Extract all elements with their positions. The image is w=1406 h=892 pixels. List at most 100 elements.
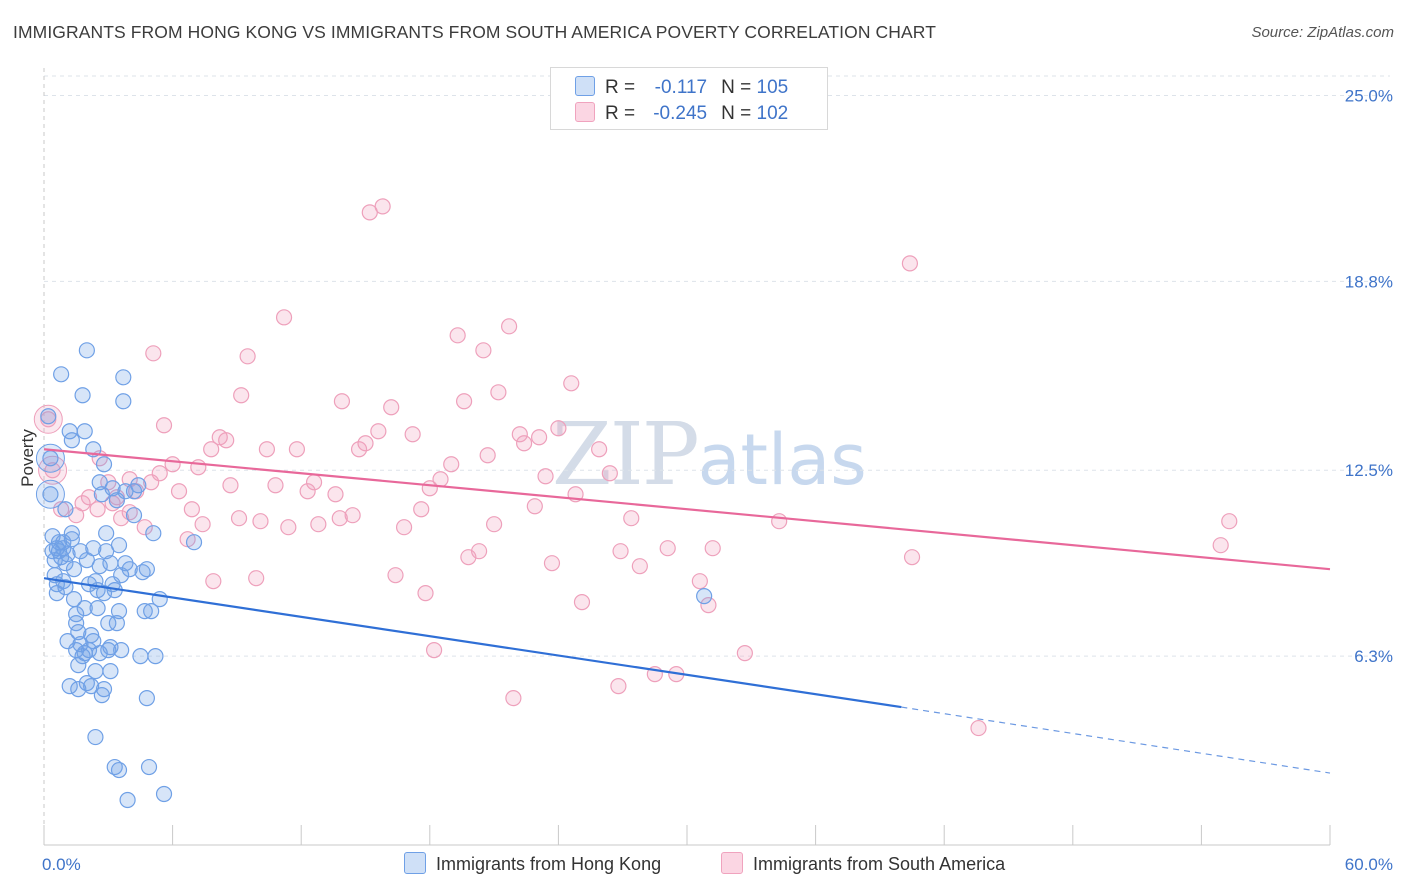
south-america-point	[218, 432, 235, 449]
south-america-point	[404, 426, 421, 443]
hong-kong-trend-line	[43, 577, 902, 709]
south-america-point	[460, 549, 477, 566]
south-america-point	[526, 498, 543, 515]
south-america-point	[233, 387, 250, 404]
axes	[43, 68, 1330, 846]
y-tick-label: 18.8%	[1345, 272, 1393, 291]
south-america-point	[113, 510, 130, 527]
south-america-point	[53, 501, 70, 518]
south-america-point	[350, 441, 368, 458]
hong-kong-point	[76, 600, 93, 617]
hong-kong-point	[42, 486, 59, 503]
bottom-legend-south-america: Immigrants from South America	[721, 852, 1005, 875]
south-america-point	[299, 483, 316, 500]
hong-kong-point	[70, 680, 87, 698]
south-america-point	[623, 510, 640, 527]
south-america-point	[327, 486, 344, 503]
y-tick-label: 12.5%	[1345, 461, 1393, 480]
hong-kong-point	[138, 689, 155, 707]
hong-kong-point	[130, 477, 147, 494]
south-america-point	[631, 558, 648, 575]
hong-kong-point	[104, 480, 121, 497]
south-america-point	[145, 345, 162, 362]
bottom-legend-label: Immigrants from Hong Kong	[436, 854, 662, 874]
legend-n-value: 105	[756, 77, 789, 98]
hong-kong-point	[72, 636, 89, 653]
legend-n-label: N =	[721, 77, 752, 98]
south-america-point	[1221, 513, 1238, 530]
south-america-point	[425, 642, 443, 659]
south-america-point	[267, 477, 284, 494]
south-america-point	[305, 474, 323, 491]
south-america-point	[331, 510, 348, 527]
hong-kong-point	[57, 501, 74, 518]
hong-kong-point	[134, 564, 151, 581]
south-america-point	[501, 318, 518, 335]
south-america-point	[74, 495, 91, 512]
y-tick-labels: 6.3% 12.5% 18.8% 25.0%	[1345, 86, 1393, 666]
south-america-point	[89, 501, 106, 518]
grid-lines	[44, 75, 1390, 657]
hong-kong-point	[65, 561, 83, 578]
hong-kong-point	[53, 366, 70, 383]
south-america-point	[443, 456, 460, 473]
stats-legend: R = -0.117 N = 105 R = -0.245 N = 102	[550, 67, 828, 130]
south-america-point	[970, 719, 987, 737]
south-america-point	[563, 375, 580, 392]
bottom-legend-swatch-south-america	[721, 852, 743, 874]
watermark: ZIPatlas	[552, 405, 867, 505]
hong-kong-point	[78, 342, 95, 359]
south-america-point	[230, 510, 248, 527]
hong-kong-point	[136, 603, 153, 620]
south-america-point	[190, 459, 207, 476]
south-america-point	[194, 516, 211, 533]
south-america-point	[280, 519, 297, 536]
y-axis-label: Poverty	[18, 429, 37, 487]
hong-kong-point	[110, 603, 128, 620]
south-america-point	[475, 342, 492, 359]
south-america-point	[573, 594, 591, 611]
south-america-point	[550, 420, 567, 437]
hong-kong-point	[125, 507, 143, 524]
hong-kong-trend-extension	[901, 706, 1331, 774]
hong-kong-point	[100, 615, 117, 632]
south-america-point	[80, 489, 98, 506]
hong-kong-point	[74, 387, 91, 404]
hong-kong-point	[98, 525, 115, 542]
south-america-point	[591, 441, 608, 458]
south-america-point	[383, 399, 400, 416]
hong-kong-point	[72, 543, 89, 560]
hong-kong-point	[696, 588, 713, 605]
south-america-point	[704, 540, 721, 557]
x-tick-label: 60.0%	[1345, 855, 1393, 874]
hong-kong-point	[55, 534, 72, 551]
south-america-point	[543, 555, 561, 572]
hong-kong-point	[89, 600, 106, 617]
south-america-point	[275, 309, 293, 326]
south-america-point	[901, 255, 919, 272]
hong-kong-point	[121, 561, 138, 578]
south-america-point	[449, 327, 466, 344]
south-america-point	[413, 501, 430, 518]
legend-row-south-america: R = -0.245 N = 102	[575, 102, 788, 126]
hong-kong-point	[48, 540, 65, 557]
south-america-point	[310, 516, 327, 533]
hong-kong-point	[155, 785, 173, 803]
south-america-point	[239, 348, 256, 365]
south-america-point	[258, 441, 276, 458]
south-america-point	[288, 441, 306, 458]
series-hong-kong-points	[35, 342, 713, 809]
y-tick-label: 6.3%	[1354, 647, 1393, 666]
bottom-legend-swatch-hong-kong	[404, 852, 426, 874]
hong-kong-point	[76, 423, 93, 440]
hong-kong-point	[119, 791, 136, 809]
hong-kong-point	[147, 648, 164, 665]
south-america-point	[511, 426, 528, 443]
south-america-point	[432, 471, 449, 488]
south-america-point	[374, 198, 391, 215]
hong-kong-point	[102, 639, 119, 656]
south-america-point	[387, 567, 404, 584]
legend-swatch-south-america	[575, 102, 595, 122]
south-america-point	[531, 429, 548, 446]
